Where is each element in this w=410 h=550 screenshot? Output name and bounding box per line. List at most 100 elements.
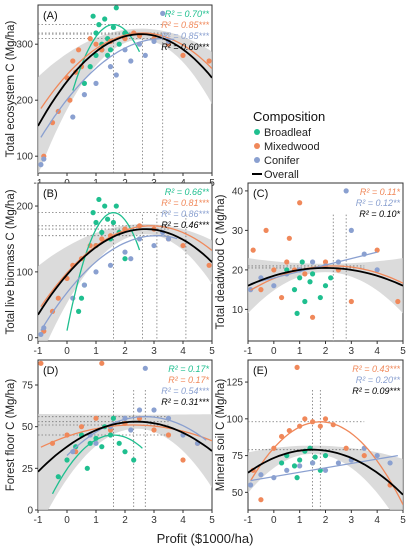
- data-point-broadleaf: [309, 271, 316, 277]
- data-point-conifer: [128, 427, 134, 433]
- panel-label: (D): [43, 365, 58, 377]
- r2-label: R² = 0.66**: [165, 187, 210, 197]
- fit-curve-mixedwood: [40, 225, 212, 307]
- legend-title: Composition: [253, 109, 325, 124]
- data-point-broadleaf: [87, 64, 93, 70]
- data-point-mixedwood: [99, 360, 105, 366]
- data-point-broadleaf: [105, 52, 111, 59]
- data-point-conifer: [107, 64, 114, 70]
- x-tick-label: 3: [151, 346, 157, 357]
- panel-label: (C): [253, 188, 268, 200]
- data-point-mixedwood: [278, 433, 285, 440]
- plot-area-d: [38, 360, 212, 510]
- x-tick-label: 5: [209, 515, 215, 526]
- fit-curve-overall: [38, 228, 212, 316]
- x-tick-label: 0: [271, 346, 277, 357]
- r2-label: R² = 0.60***: [161, 42, 209, 52]
- data-point-mixedwood: [263, 227, 269, 233]
- data-point-mixedwood: [78, 424, 85, 430]
- data-point-broadleaf: [93, 52, 99, 59]
- y-tick-label: 75: [232, 451, 244, 462]
- data-point-broadleaf: [110, 219, 116, 226]
- data-point-broadleaf: [90, 13, 96, 19]
- data-point-conifer: [128, 58, 134, 64]
- r2-label: R² = 0.31***: [161, 397, 209, 407]
- data-point-broadleaf: [102, 203, 108, 209]
- data-point-conifer: [81, 92, 87, 98]
- x-tick-label: -1: [34, 515, 43, 526]
- data-point-mixedwood: [258, 287, 264, 293]
- legend-item-mixedwood: Mixedwood: [254, 141, 320, 153]
- data-point-conifer: [387, 460, 393, 466]
- data-point-broadleaf: [297, 275, 303, 281]
- legend-label-conifer: Conifer: [264, 155, 300, 167]
- legend-label-broadleaf: Broadleaf: [264, 127, 312, 139]
- panel-label: (A): [43, 10, 58, 22]
- x-tick-label: 2: [122, 346, 128, 357]
- x-tick-label: 0: [64, 515, 70, 526]
- data-point-mixedwood: [395, 298, 401, 305]
- x-tick-label: 3: [349, 515, 355, 526]
- r2-label: R² = 0.12**: [356, 198, 401, 208]
- r2-label: R² = 0.46***: [161, 220, 209, 230]
- panel-label: (E): [253, 365, 268, 377]
- x-tick-label: 4: [374, 346, 380, 357]
- r2-label: R² = 0.20**: [356, 375, 401, 385]
- data-point-broadleaf: [116, 41, 122, 47]
- x-tick-label: 3: [151, 515, 157, 526]
- y-tick-label: 25: [22, 464, 34, 475]
- data-point-conifer: [38, 162, 44, 168]
- data-point-mixedwood: [294, 364, 300, 370]
- data-point-broadleaf: [131, 457, 137, 463]
- x-tick-label: 1: [297, 515, 303, 526]
- panel-d: (D) R² = 0.17*R² = 0.17*R² = 0.54***R² = …: [5, 359, 215, 526]
- data-point-conifer: [309, 460, 316, 466]
- r2-label: R² = 0.43***: [352, 364, 400, 374]
- data-point-mixedwood: [76, 47, 82, 53]
- legend-item-broadleaf: Broadleaf: [254, 127, 312, 139]
- data-point-conifer: [128, 256, 134, 262]
- data-point-broadleaf: [302, 298, 308, 305]
- data-point-conifer: [165, 236, 172, 242]
- data-point-mixedwood: [180, 242, 186, 249]
- data-point-conifer: [93, 440, 99, 446]
- data-point-mixedwood: [286, 235, 292, 241]
- y-tick-label: 50: [232, 488, 244, 499]
- fit-curve-conifer: [40, 37, 175, 138]
- data-point-mixedwood: [302, 416, 308, 422]
- x-tick-label: 4: [180, 515, 186, 526]
- data-point-conifer: [113, 72, 119, 78]
- legend-marker-mixedwood: [254, 143, 260, 149]
- data-point-broadleaf: [322, 283, 329, 289]
- x-tick-label: 2: [323, 515, 329, 526]
- data-point-broadleaf: [113, 5, 119, 11]
- data-point-broadleaf: [76, 308, 82, 314]
- data-point-mixedwood: [206, 58, 212, 64]
- fit-curve-mixedwood: [250, 421, 403, 505]
- panel-c: (C) R² = 0.11*R² = 0.12**R² = 0.10* -1 0 1 2 3…: [215, 182, 406, 357]
- panel-b: (B) R² = 0.66**R² = 0.81***R² = 0.86***R²…: [5, 182, 215, 357]
- plot-area-a: [38, 5, 212, 173]
- fit-curve-overall: [248, 448, 403, 496]
- confidence-band: [38, 224, 212, 341]
- data-point-conifer: [348, 227, 354, 233]
- panel-a: (A) R² = 0.70**R² = 0.85***R² = 0.85***R²…: [5, 4, 215, 189]
- data-point-broadleaf: [317, 294, 323, 301]
- x-tick-label: -1: [244, 515, 253, 526]
- data-point-broadleaf: [299, 259, 305, 265]
- y-tick-label: 40: [232, 186, 244, 197]
- data-point-conifer: [136, 407, 143, 413]
- data-point-conifer: [151, 242, 157, 249]
- data-point-conifer: [258, 472, 264, 478]
- data-point-broadleaf: [99, 229, 105, 235]
- fit-line-conifer: [250, 454, 398, 482]
- y-axis-title: Mineral soil C (Mg/ha): [215, 379, 227, 492]
- legend: Composition Broadleaf Mixedwood Conifer …: [252, 109, 325, 181]
- x-tick-label: 5: [400, 515, 406, 526]
- x-tick-label: -1: [34, 346, 43, 357]
- y-tick-label: 75: [22, 381, 34, 392]
- data-point-conifer: [93, 269, 99, 275]
- y-axis-title: Forest floor C (Mg/ha): [5, 379, 17, 492]
- data-point-broadleaf: [307, 279, 313, 285]
